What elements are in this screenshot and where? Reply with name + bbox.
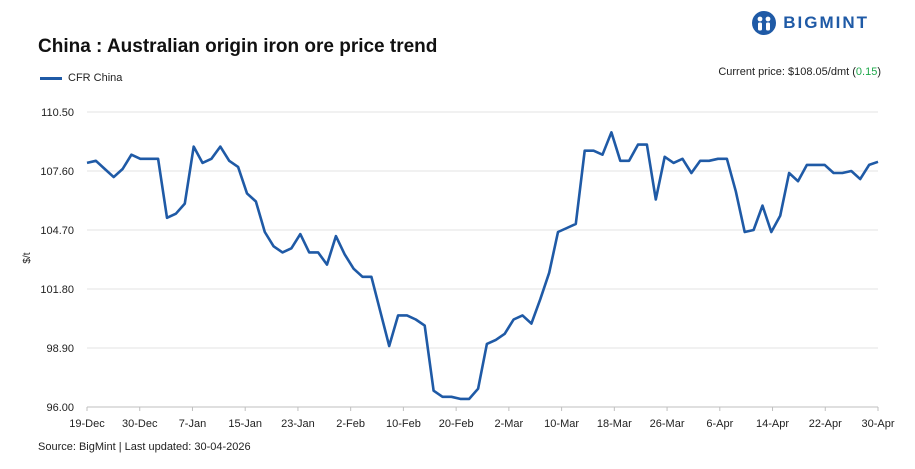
brand-name: BIGMINT — [783, 13, 869, 32]
x-tick-label: 18-Mar — [597, 418, 632, 430]
legend-swatch — [40, 76, 62, 80]
grid-lines — [87, 111, 878, 408]
x-tick-label: 26-Mar — [650, 418, 685, 430]
brand-logo: BIGMINT — [751, 10, 869, 36]
x-tick-label: 2-Feb — [336, 418, 365, 430]
current-price-label: Current price: $108.05/dmt ( — [718, 66, 856, 78]
y-tick-label: 107.60 — [40, 166, 74, 178]
y-axis-label: $/t — [22, 252, 33, 263]
x-tick-label: 10-Mar — [544, 418, 579, 430]
x-tick-label: 7-Jan — [179, 418, 207, 430]
x-tick-label: 19-Dec — [69, 418, 105, 430]
y-tick-label: 98.90 — [46, 343, 74, 355]
x-tick-label: 30-Dec — [122, 418, 158, 430]
x-tick-label: 14-Apr — [756, 418, 789, 430]
x-tick-label: 2-Mar — [494, 418, 523, 430]
x-tick-label: 30-Apr — [861, 418, 894, 430]
current-price-close: ) — [877, 66, 881, 78]
series-line-cfr-china[interactable] — [86, 131, 879, 401]
x-tick-label: 22-Apr — [809, 418, 842, 430]
bigmint-logo-icon — [752, 11, 777, 35]
x-tick-labels: 19-Dec 30-Dec 7-Jan 15-Jan 23-Jan 2-Feb 10-Feb… — [69, 407, 895, 430]
x-tick-label: 6-Apr — [706, 418, 733, 430]
legend[interactable]: CFR China — [40, 72, 122, 84]
y-tick-label: 104.70 — [40, 225, 74, 237]
x-tick-label: 10-Feb — [386, 418, 421, 430]
x-tick-label: 20-Feb — [439, 418, 474, 430]
y-tick-labels: 96.00 98.90 101.80 104.70 107.60 110.50 — [40, 107, 74, 414]
y-tick-label: 110.50 — [41, 107, 74, 119]
current-price: Current price: $108.05/dmt (0.15) — [718, 66, 881, 78]
chart-title: China : Australian origin iron ore price… — [38, 36, 438, 57]
y-tick-label: 96.00 — [46, 402, 74, 414]
current-price-change: 0.15 — [855, 66, 878, 78]
legend-label: CFR China — [68, 72, 123, 84]
x-tick-label: 15-Jan — [228, 418, 262, 430]
y-tick-label: 101.80 — [40, 284, 74, 296]
x-tick-label: 23-Jan — [281, 418, 315, 430]
series-group — [86, 131, 879, 401]
source-note: Source: BigMint | Last updated: 30-04-20… — [38, 441, 251, 453]
